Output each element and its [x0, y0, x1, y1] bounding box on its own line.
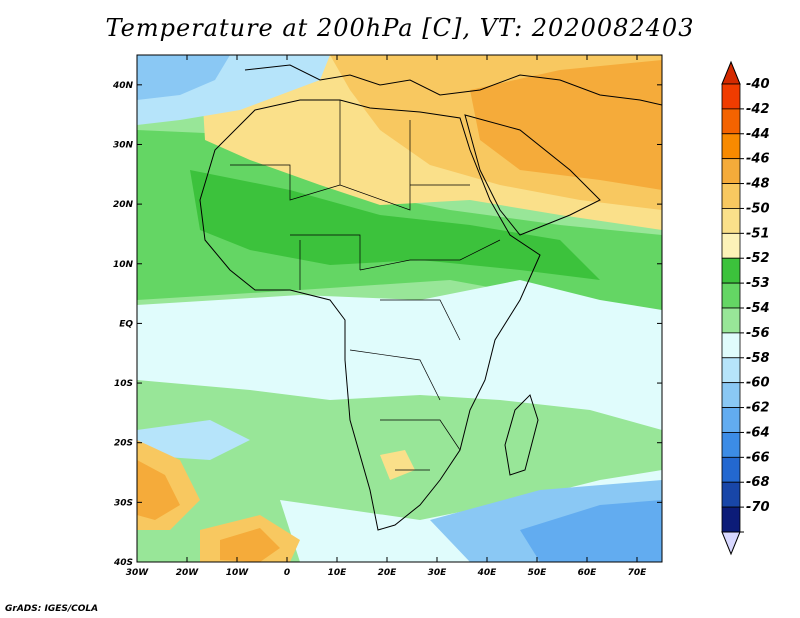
chart-title: Temperature at 200hPa [C], VT: 202008240… — [105, 14, 695, 42]
colorbar-label: -53 — [746, 276, 770, 291]
lat-tick-label: 20S — [114, 439, 133, 449]
lat-tick-label: 10S — [114, 379, 133, 389]
colorbar-label: -70 — [746, 500, 770, 515]
lon-tick-label: 30W — [126, 568, 150, 578]
colorbar-label: -66 — [746, 450, 770, 465]
lat-tick-label: 10N — [113, 260, 134, 270]
colorbar-label: -50 — [746, 201, 770, 216]
coldest-region-south — [520, 500, 662, 562]
colorbar-bottom-triangle — [721, 531, 741, 556]
colorbar-swatch — [721, 158, 741, 184]
colorbar-swatch — [721, 506, 741, 533]
colorbar-label: -58 — [746, 351, 770, 366]
colorbar-label: -44 — [746, 127, 770, 142]
colorbar-swatch — [721, 407, 741, 433]
lon-tick-label: 70E — [628, 568, 648, 578]
cool-spot-southwest — [137, 420, 250, 460]
warm-spot-africa-south — [380, 450, 415, 480]
lat-tick-label: EQ — [119, 319, 133, 329]
colorbar-swatch — [721, 133, 741, 160]
colorbar-label: -52 — [746, 251, 770, 266]
colorbar-label: -48 — [746, 177, 770, 192]
africa-coastline — [199, 99, 541, 531]
colorbar-swatch — [721, 232, 741, 259]
colorbar-swatch — [721, 108, 741, 135]
warmer-region-southwest — [137, 460, 180, 520]
colorbar-swatch — [721, 432, 741, 458]
colorbar-swatch — [721, 208, 741, 234]
colorbar-label: -46 — [746, 152, 770, 167]
grads-credit: GrADS: IGES/COLA — [5, 604, 99, 614]
cool-belt-equator — [137, 280, 662, 430]
colorbar-swatch — [721, 307, 741, 334]
longitude-axis: 30W 20W 10W 0 10E 20E 30E 40E 50E 60E 70E — [126, 55, 647, 578]
madagascar-outline — [504, 394, 539, 476]
colorbar-swatch — [721, 282, 741, 309]
plot-frame — [136, 54, 663, 563]
colorbar-swatch — [721, 382, 741, 408]
colorbar-swatch — [721, 83, 741, 110]
europe-coastline — [244, 64, 662, 106]
lon-tick-label: 20W — [176, 568, 200, 578]
lon-tick-label: 60E — [578, 568, 598, 578]
lat-tick-label: 40S — [113, 558, 133, 568]
lat-tick-label: 30S — [114, 498, 133, 508]
warmest-region-north — [470, 60, 662, 190]
colorbar-swatch — [721, 183, 741, 209]
country-borders — [230, 100, 501, 471]
lon-tick-label: 20E — [378, 568, 398, 578]
lat-tick-label: 20N — [113, 200, 134, 210]
colorbar: -40 -42 -44 -46 -48 -50 -51 -52 -53 -54 -56 -58 -60 -… — [721, 60, 770, 556]
lon-tick-label: 40E — [477, 568, 498, 578]
colorbar-label: -54 — [746, 301, 770, 316]
colorbar-label: -64 — [746, 425, 770, 440]
arabia-outline — [464, 114, 601, 236]
lon-tick-label: 30E — [428, 568, 448, 578]
lat-tick-label: 40N — [112, 81, 134, 91]
lon-tick-label: 0 — [284, 568, 290, 578]
colder-region-northwest — [137, 55, 230, 100]
dark-green-band — [190, 170, 600, 280]
colorbar-swatch — [721, 481, 741, 508]
colorbar-label: -68 — [746, 475, 770, 490]
warmer-region-south — [220, 528, 280, 562]
colorbar-label: -42 — [746, 102, 770, 117]
colorbar-label: -56 — [746, 326, 770, 341]
colorbar-label: -40 — [746, 77, 770, 92]
colorbar-label: -60 — [746, 376, 770, 391]
colorbar-swatch — [721, 332, 741, 359]
colorbar-swatch — [721, 357, 741, 384]
lon-tick-label: 10E — [328, 568, 348, 578]
colorbar-swatch — [721, 257, 741, 284]
colorbar-swatch — [721, 456, 741, 483]
colorbar-top-triangle — [721, 60, 741, 85]
lon-tick-label: 50E — [528, 568, 548, 578]
lat-tick-label: 30N — [113, 140, 134, 150]
latitude-axis: 40N 30N 20N 10N EQ 10S 20S 30S 40S — [112, 81, 662, 568]
lon-tick-label: 10W — [226, 568, 250, 578]
colorbar-label: -51 — [746, 226, 770, 241]
colorbar-label: -62 — [746, 401, 770, 416]
